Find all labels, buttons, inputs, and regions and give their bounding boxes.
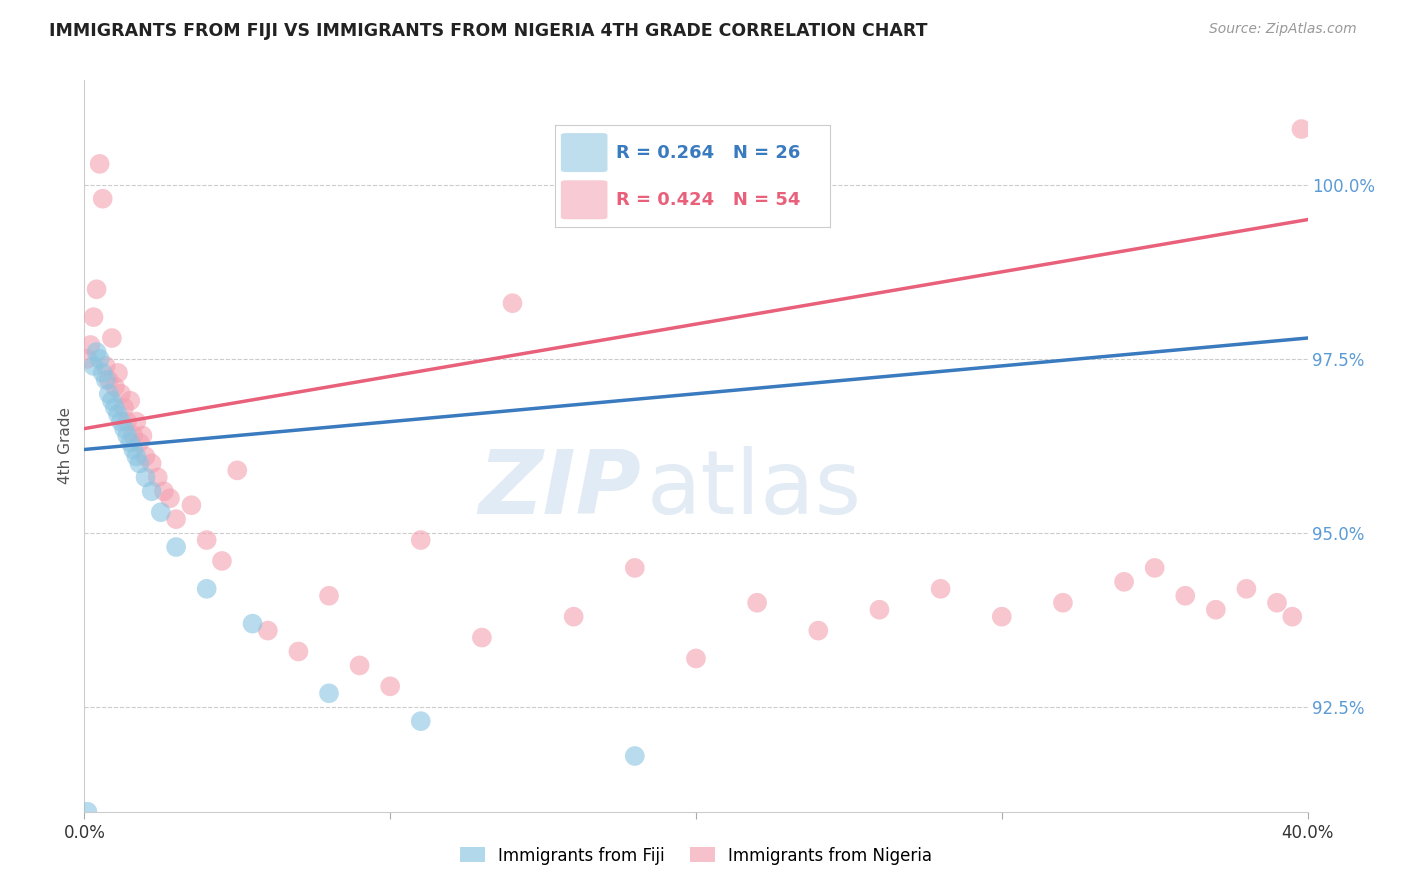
Point bbox=[1143, 561, 1166, 575]
Point bbox=[318, 589, 340, 603]
Point bbox=[153, 484, 176, 499]
Point bbox=[101, 331, 124, 345]
Point bbox=[89, 351, 111, 366]
Point bbox=[1236, 582, 1258, 596]
Point bbox=[929, 582, 952, 596]
Point bbox=[1205, 603, 1227, 617]
Point bbox=[91, 192, 114, 206]
Point bbox=[125, 415, 148, 429]
Point bbox=[76, 805, 98, 819]
Point bbox=[83, 359, 105, 373]
Point bbox=[120, 435, 142, 450]
Point bbox=[195, 582, 218, 596]
Point bbox=[120, 393, 142, 408]
Point bbox=[115, 428, 138, 442]
Point bbox=[195, 533, 218, 547]
Text: ZIP: ZIP bbox=[478, 446, 641, 533]
FancyBboxPatch shape bbox=[561, 133, 607, 172]
Point bbox=[165, 540, 187, 554]
Point bbox=[257, 624, 280, 638]
Point bbox=[122, 428, 145, 442]
Point bbox=[869, 603, 891, 617]
Point bbox=[318, 686, 340, 700]
Point bbox=[747, 596, 769, 610]
Point bbox=[97, 373, 120, 387]
Point bbox=[1052, 596, 1074, 610]
Point bbox=[104, 380, 127, 394]
Point bbox=[562, 609, 585, 624]
Point bbox=[471, 631, 494, 645]
Point bbox=[624, 749, 647, 764]
Point bbox=[128, 435, 150, 450]
Text: atlas: atlas bbox=[647, 446, 862, 533]
Point bbox=[89, 157, 111, 171]
Point bbox=[94, 359, 117, 373]
Text: IMMIGRANTS FROM FIJI VS IMMIGRANTS FROM NIGERIA 4TH GRADE CORRELATION CHART: IMMIGRANTS FROM FIJI VS IMMIGRANTS FROM … bbox=[49, 22, 928, 40]
Point bbox=[101, 393, 124, 408]
Point bbox=[97, 386, 120, 401]
Point bbox=[1281, 609, 1303, 624]
Legend: Immigrants from Fiji, Immigrants from Nigeria: Immigrants from Fiji, Immigrants from Ni… bbox=[451, 838, 941, 873]
Point bbox=[128, 457, 150, 471]
Point bbox=[112, 421, 135, 435]
Point bbox=[110, 386, 132, 401]
Point bbox=[146, 470, 169, 484]
Point bbox=[135, 450, 157, 464]
Text: R = 0.424   N = 54: R = 0.424 N = 54 bbox=[616, 191, 800, 209]
Point bbox=[211, 554, 233, 568]
Point bbox=[409, 714, 432, 728]
Point bbox=[94, 373, 117, 387]
Point bbox=[502, 296, 524, 310]
Point bbox=[1174, 589, 1197, 603]
Point bbox=[107, 408, 129, 422]
Point bbox=[135, 470, 157, 484]
Point bbox=[110, 415, 132, 429]
Point bbox=[91, 366, 114, 380]
Point bbox=[242, 616, 264, 631]
Point bbox=[86, 282, 108, 296]
Point bbox=[131, 428, 153, 442]
Point bbox=[1265, 596, 1288, 610]
Point bbox=[76, 351, 98, 366]
Point bbox=[141, 484, 163, 499]
Point bbox=[122, 442, 145, 457]
Point bbox=[1291, 122, 1313, 136]
Point bbox=[83, 310, 105, 325]
Point bbox=[125, 450, 148, 464]
Text: Source: ZipAtlas.com: Source: ZipAtlas.com bbox=[1209, 22, 1357, 37]
Point bbox=[807, 624, 830, 638]
Point bbox=[180, 498, 202, 512]
Point bbox=[409, 533, 432, 547]
Point bbox=[104, 401, 127, 415]
FancyBboxPatch shape bbox=[561, 180, 607, 219]
Point bbox=[79, 338, 101, 352]
Point bbox=[624, 561, 647, 575]
Point bbox=[86, 345, 108, 359]
Point bbox=[112, 401, 135, 415]
Text: R = 0.264   N = 26: R = 0.264 N = 26 bbox=[616, 144, 800, 161]
Y-axis label: 4th Grade: 4th Grade bbox=[58, 408, 73, 484]
Point bbox=[165, 512, 187, 526]
Point bbox=[287, 644, 309, 658]
Point bbox=[115, 415, 138, 429]
Point bbox=[991, 609, 1014, 624]
Point bbox=[149, 505, 172, 519]
Point bbox=[349, 658, 371, 673]
Point bbox=[380, 679, 402, 693]
Point bbox=[1114, 574, 1136, 589]
Point bbox=[141, 457, 163, 471]
Point bbox=[685, 651, 707, 665]
Point bbox=[159, 491, 181, 506]
Point bbox=[107, 366, 129, 380]
Point bbox=[226, 463, 249, 477]
